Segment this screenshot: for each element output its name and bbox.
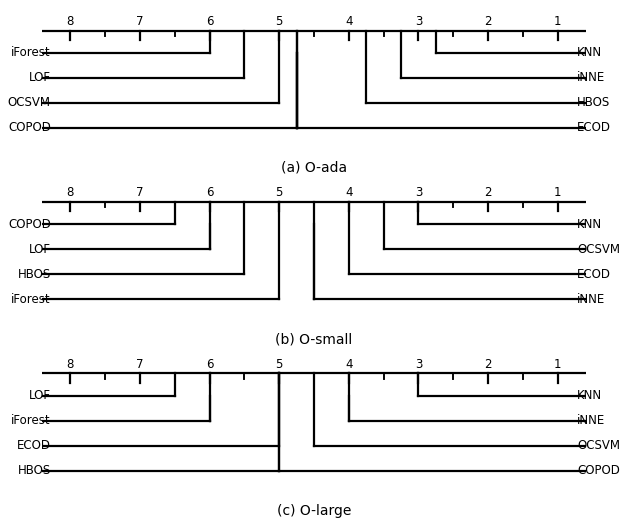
- Text: LOF: LOF: [29, 71, 51, 84]
- Text: 2: 2: [484, 15, 492, 28]
- Text: 4: 4: [345, 187, 352, 199]
- Text: KNN: KNN: [577, 218, 602, 231]
- Text: LOF: LOF: [29, 389, 51, 402]
- Text: 8: 8: [67, 358, 74, 371]
- Text: HBOS: HBOS: [18, 464, 51, 477]
- Text: 8: 8: [67, 15, 74, 28]
- Text: COPOD: COPOD: [8, 218, 51, 231]
- Text: 3: 3: [414, 358, 422, 371]
- Text: ECOD: ECOD: [577, 268, 611, 281]
- Text: 4: 4: [345, 15, 352, 28]
- Text: HBOS: HBOS: [18, 268, 51, 281]
- Text: 1: 1: [554, 15, 561, 28]
- Text: iNNE: iNNE: [577, 292, 605, 305]
- Text: 5: 5: [276, 15, 283, 28]
- Text: 8: 8: [67, 187, 74, 199]
- Text: 3: 3: [414, 187, 422, 199]
- Text: COPOD: COPOD: [8, 121, 51, 134]
- Text: ECOD: ECOD: [577, 121, 611, 134]
- Text: 5: 5: [276, 358, 283, 371]
- Text: iNNE: iNNE: [577, 414, 605, 427]
- Text: 7: 7: [136, 187, 144, 199]
- Text: 4: 4: [345, 358, 352, 371]
- Text: 5: 5: [276, 187, 283, 199]
- Text: 6: 6: [206, 187, 214, 199]
- Text: 6: 6: [206, 358, 214, 371]
- Text: 7: 7: [136, 358, 144, 371]
- Text: iNNE: iNNE: [577, 71, 605, 84]
- Text: 6: 6: [206, 15, 214, 28]
- Text: 7: 7: [136, 15, 144, 28]
- Text: HBOS: HBOS: [577, 96, 610, 109]
- Text: KNN: KNN: [577, 46, 602, 59]
- Text: (a) O-ada: (a) O-ada: [281, 161, 347, 175]
- Text: LOF: LOF: [29, 243, 51, 256]
- Text: iForest: iForest: [11, 292, 51, 305]
- Text: 2: 2: [484, 358, 492, 371]
- Text: 3: 3: [414, 15, 422, 28]
- Text: OCSVM: OCSVM: [8, 96, 51, 109]
- Text: OCSVM: OCSVM: [577, 243, 620, 256]
- Text: iForest: iForest: [11, 46, 51, 59]
- Text: 1: 1: [554, 358, 561, 371]
- Text: KNN: KNN: [577, 389, 602, 402]
- Text: ECOD: ECOD: [17, 439, 51, 452]
- Text: COPOD: COPOD: [577, 464, 620, 477]
- Text: (b) O-small: (b) O-small: [275, 332, 353, 346]
- Text: 2: 2: [484, 187, 492, 199]
- Text: OCSVM: OCSVM: [577, 439, 620, 452]
- Text: (c) O-large: (c) O-large: [277, 504, 351, 518]
- Text: iForest: iForest: [11, 414, 51, 427]
- Text: 1: 1: [554, 187, 561, 199]
